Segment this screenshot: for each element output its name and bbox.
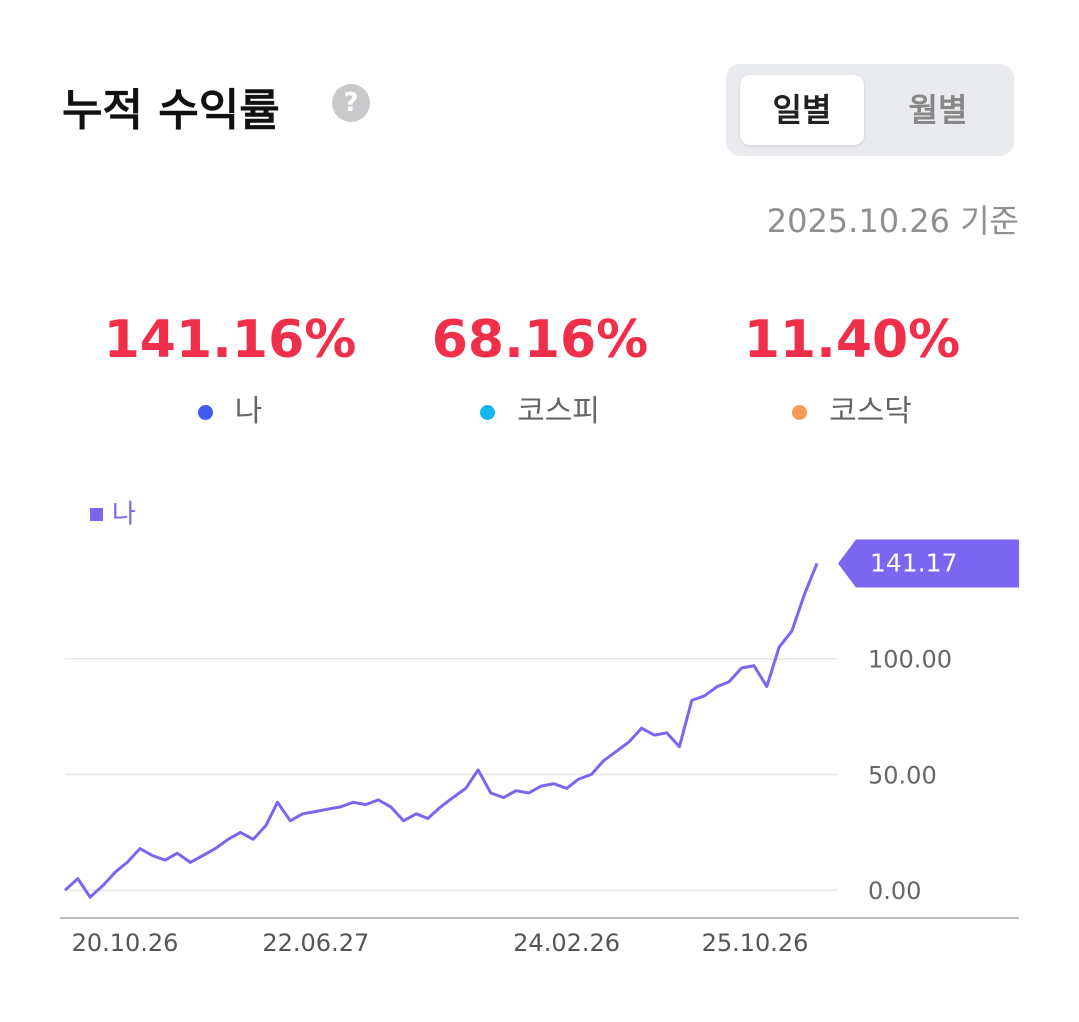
x-tick-label: 25.10.26 bbox=[702, 929, 809, 957]
x-tick-label: 24.02.26 bbox=[513, 929, 620, 957]
stat-label-row: 코스피 bbox=[390, 386, 690, 430]
stat: 68.16% 코스피 bbox=[390, 310, 690, 430]
monthly-tab[interactable]: 월별 bbox=[908, 91, 968, 129]
x-tick-label: 22.06.27 bbox=[262, 929, 369, 957]
help-button[interactable]: ? bbox=[332, 84, 370, 122]
legend-dot bbox=[792, 405, 808, 420]
legend-dot bbox=[197, 405, 213, 420]
stat-value: 11.40% bbox=[743, 310, 961, 370]
daily-tab[interactable]: 일별 bbox=[740, 75, 864, 145]
legend-swatch bbox=[90, 508, 103, 521]
stat-label-row: 나 bbox=[80, 386, 380, 430]
stat-value: 68.16% bbox=[431, 310, 649, 370]
y-tick-label: 100.00 bbox=[868, 646, 952, 674]
stat-value: 141.16% bbox=[103, 310, 357, 370]
title: 누적 수익률 bbox=[62, 85, 280, 136]
legend-label: 나 bbox=[112, 500, 136, 530]
period-toggle: 일별 월별 bbox=[726, 64, 1014, 156]
stat: 11.40% 코스닥 bbox=[702, 310, 1002, 430]
stat-label: 나 bbox=[234, 394, 263, 429]
y-tick-label: 0.00 bbox=[868, 877, 921, 905]
x-tick-label: 20.10.26 bbox=[72, 929, 179, 957]
last-value-label: 141.17 bbox=[870, 548, 957, 577]
y-tick-label: 50.00 bbox=[868, 761, 937, 789]
stat-label: 코스피 bbox=[517, 394, 600, 429]
stat: 141.16% 나 bbox=[80, 310, 380, 430]
last-value-tag bbox=[838, 539, 1019, 588]
stat-label: 코스닥 bbox=[829, 394, 912, 429]
stat-label-row: 코스닥 bbox=[702, 386, 1002, 430]
base-date: 2025.10.26 기준 bbox=[766, 202, 1019, 240]
legend-dot bbox=[480, 405, 496, 420]
series-line bbox=[63, 562, 819, 899]
